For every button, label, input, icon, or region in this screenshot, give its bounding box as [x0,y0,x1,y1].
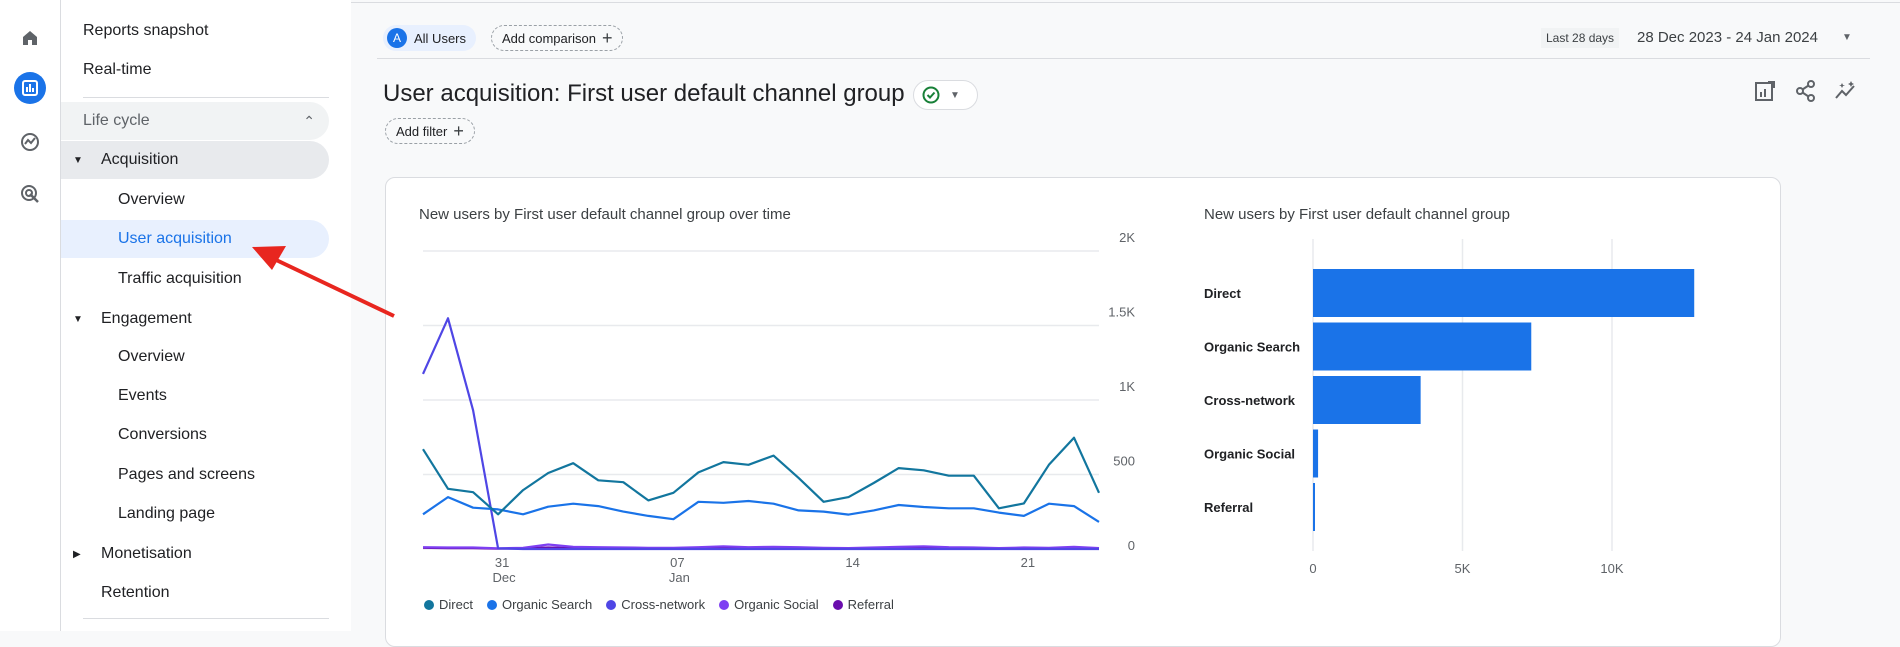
legend-item[interactable]: Organic Social [719,597,819,612]
header-divider [377,58,1870,59]
nav-retention[interactable]: Retention [101,584,170,601]
add-comparison-label: Add comparison [502,30,596,46]
legend-dot [424,599,434,610]
category-label: Organic Social [1204,447,1295,462]
icon-rail [0,0,61,631]
plus-icon: + [601,27,613,48]
divider [83,97,329,98]
nav-pages-and-screens[interactable]: Pages and screens [118,466,255,483]
bar-chart-title: New users by First user default channel … [1204,206,1510,223]
caret-down-icon: ▼ [73,313,83,325]
check-circle-icon [922,86,940,104]
series-line-organic-social [422,543,1100,550]
x-tick-label: 5K [1455,561,1471,576]
bar-referral [1313,483,1315,531]
plus-icon: + [453,120,464,141]
nav-engagement[interactable]: ▼ Engagement [61,300,329,338]
nav-acquisition-overview[interactable]: Overview [118,191,185,208]
nav-conversions[interactable]: Conversions [118,426,207,443]
x-tick-label: 07 [670,555,684,570]
legend-label: Referral [847,597,894,612]
x-tick-label: 14 [845,555,859,570]
nav-landing-page[interactable]: Landing page [118,505,215,522]
top-border [351,2,1900,3]
x-tick-label: 10K [1600,561,1623,576]
nav-traffic-acquisition[interactable]: Traffic acquisition [118,270,242,287]
x-tick-label: 21 [1021,555,1035,570]
add-filter-button[interactable]: Add filter + [385,118,475,144]
share-icon[interactable] [1795,80,1817,102]
legend-dot [486,599,497,610]
legend-label: Organic Social [734,597,819,612]
y-tick-label: 0 [1128,538,1135,553]
advertising-icon[interactable] [14,178,46,210]
date-dropdown-icon[interactable]: ▼ [1842,32,1852,43]
legend-dot [719,599,730,610]
nav-engagement-overview[interactable]: Overview [118,348,185,365]
add-filter-label: Add filter [396,123,448,139]
divider [83,618,329,619]
x-tick-label: 31 [495,555,509,570]
caret-right-icon: ▶ [73,548,81,560]
x-tick-month-label: Jan [669,570,690,585]
legend-item[interactable]: Referral [832,597,894,612]
bar-cross-network [1313,376,1421,424]
line-chart-title: New users by First user default channel … [419,206,791,223]
legend-item[interactable]: Organic Search [486,597,593,612]
date-preset[interactable]: Last 28 days [1541,28,1620,48]
y-tick-label: 1K [1119,379,1135,394]
nav-events[interactable]: Events [118,387,167,404]
legend-item[interactable]: Direct [424,597,473,612]
caret-down-icon: ▼ [73,154,83,166]
insights-icon[interactable] [1834,80,1858,102]
category-label: Organic Search [1204,340,1300,355]
nav-life-cycle-label: Life cycle [83,112,150,129]
add-comparison-button[interactable]: Add comparison + [491,25,624,51]
reports-icon[interactable] [14,72,46,104]
legend-dot [606,599,617,610]
x-tick-label: 0 [1309,561,1316,576]
legend-label: Direct [439,597,473,612]
line-chart-legend: Direct Organic Search Cross-network Organic… [424,597,894,612]
y-tick-label: 1.5K [1108,305,1135,320]
category-label: Referral [1204,500,1253,515]
legend-label: Organic Search [501,597,593,612]
nav-engagement-label: Engagement [101,310,192,327]
chevron-up-icon: ⌃ [303,112,315,129]
nav-acquisition-label: Acquisition [101,151,179,168]
category-label: Direct [1204,286,1242,301]
series-line-direct [422,436,1101,516]
home-icon[interactable] [14,22,46,54]
segment-chip-all-users[interactable]: A All Users [383,25,477,51]
legend-label: Cross-network [621,597,706,612]
nav-life-cycle[interactable]: Life cycle ⌃ [61,102,329,140]
nav-reports-snapshot[interactable]: Reports snapshot [83,22,209,39]
charts-card [385,177,1781,647]
series-line-cross-network [421,317,1099,551]
nav-acquisition[interactable]: ▼ Acquisition [61,141,329,179]
caret-down-icon: ▼ [950,89,960,101]
series-line-organic-search [422,496,1100,523]
explore-icon[interactable] [14,126,46,158]
bar-organic-search [1313,322,1532,371]
x-tick-month-label: Dec [493,570,517,585]
segment-label: All Users [414,30,467,46]
segment-badge: A [387,28,407,48]
y-tick-label: 500 [1113,454,1135,469]
category-label: Cross-network [1204,393,1296,408]
nav-monetisation[interactable]: ▶ Monetisation [61,535,329,573]
customize-report-icon[interactable] [1754,80,1776,102]
nav-real-time[interactable]: Real-time [83,61,152,78]
legend-item[interactable]: Cross-network [606,597,705,612]
legend-dot [832,599,843,610]
y-tick-label: 2K [1119,230,1135,245]
report-status-dropdown[interactable]: ▼ [913,80,978,110]
bar-organic-social [1313,429,1319,478]
page-title: User acquisition: First user default cha… [383,80,905,107]
nav-monetisation-label: Monetisation [101,545,192,562]
date-range[interactable]: 28 Dec 2023 - 24 Jan 2024 [1637,29,1818,46]
bar-direct [1313,269,1695,317]
